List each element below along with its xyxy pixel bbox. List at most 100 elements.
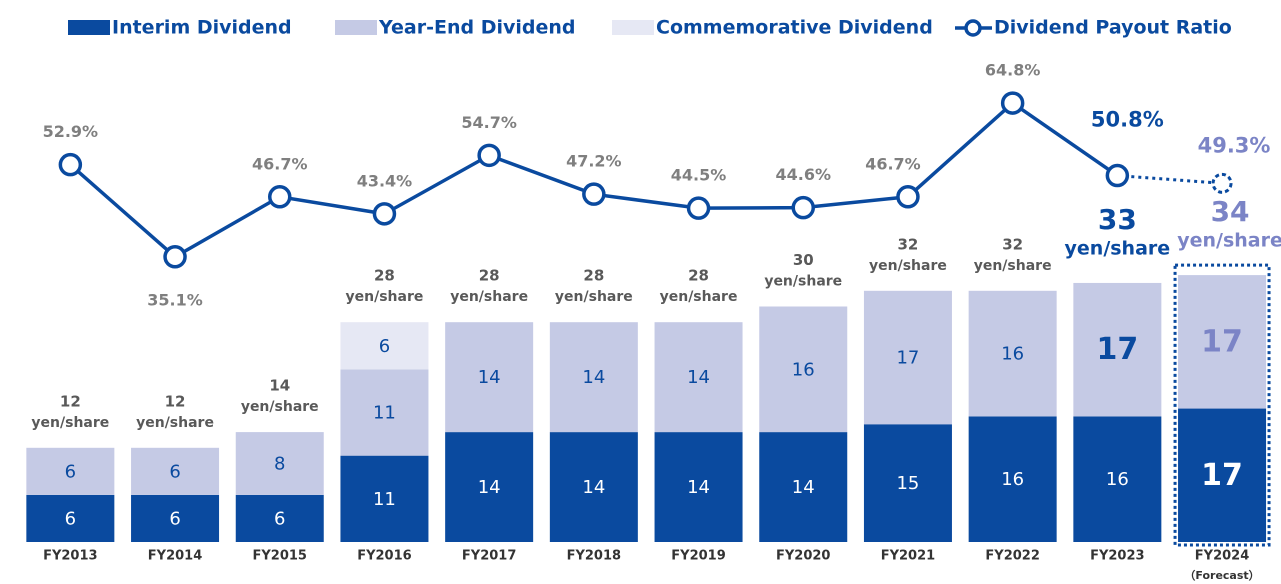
legend-swatch	[335, 20, 377, 35]
line-marker	[477, 143, 501, 168]
total-label: 32	[1002, 235, 1023, 253]
bar-value-label: 16	[1001, 344, 1024, 365]
bar-value-label: 17	[1201, 458, 1243, 493]
total-unit: yen/share	[974, 258, 1052, 274]
bar-segment	[654, 322, 743, 433]
bar-segment	[549, 432, 638, 542]
x-tick-label: FY2021	[881, 549, 935, 564]
bar-value-label: 6	[379, 336, 390, 357]
total-unit: yen/share	[1065, 237, 1171, 259]
bar-value-label: 11	[373, 402, 396, 423]
bar-segment	[1073, 282, 1162, 417]
forecast-outline	[1173, 263, 1271, 547]
total-unit: yen/share	[136, 415, 214, 431]
forecast-label: （Forecast）	[1184, 569, 1259, 582]
bar-value-label: 15	[896, 473, 919, 494]
line-marker	[163, 245, 187, 269]
legend-label: Commemorative Dividend	[656, 17, 933, 39]
bar-value-label: 11	[373, 489, 396, 510]
total-label: 30	[793, 251, 814, 269]
bar-value-label: 16	[1106, 469, 1129, 490]
x-tick-label: FY2019	[671, 549, 725, 564]
line-value-label: 54.7%	[461, 113, 517, 132]
bar-value-label: 14	[687, 367, 710, 388]
bar-segment	[131, 447, 220, 495]
total-unit: yen/share	[31, 415, 109, 431]
bar-segment	[340, 322, 429, 370]
x-tick-label: FY2017	[462, 549, 516, 564]
bar-value-label: 16	[1001, 469, 1024, 490]
bar-value-label: 14	[582, 477, 605, 498]
line-value-label: 49.3%	[1198, 133, 1271, 157]
bar-segment	[968, 290, 1057, 417]
forecast-line	[1117, 174, 1223, 185]
x-tick-label: FY2014	[148, 549, 202, 564]
total-label: 14	[269, 377, 290, 395]
total-unit: yen/share	[555, 289, 633, 305]
bar-segment	[759, 432, 848, 542]
line-value-label: 46.7%	[865, 154, 921, 173]
total-unit: yen/share	[346, 289, 424, 305]
bar-value-label: 6	[65, 461, 76, 482]
bar-segment	[235, 494, 324, 542]
bar-segment	[445, 432, 534, 542]
bar-segment	[445, 322, 534, 433]
line-marker	[791, 195, 815, 220]
line-marker	[1211, 172, 1233, 194]
bar-value-label: 6	[169, 508, 180, 529]
total-label: 32	[898, 235, 919, 253]
total-label: 28	[583, 267, 604, 285]
line-value-label: 46.7%	[252, 154, 308, 173]
x-tick-label: FY2018	[567, 549, 621, 564]
total-unit: yen/share	[660, 289, 738, 305]
legend-label: Year-End Dividend	[378, 17, 576, 39]
total-label: 34	[1211, 195, 1250, 228]
line-value-label: 64.8%	[985, 61, 1041, 80]
bar-segment	[863, 424, 952, 542]
total-unit: yen/share	[450, 289, 528, 305]
bar-value-label: 17	[896, 348, 919, 369]
line-value-label: 44.5%	[671, 166, 727, 185]
legend-label: Dividend Payout Ratio	[994, 17, 1232, 39]
bar-value-label: 17	[1096, 332, 1138, 367]
bar-value-label: 14	[687, 477, 710, 498]
bar-value-label: 14	[478, 477, 501, 498]
line-marker	[582, 182, 606, 206]
x-tick-label: FY2015	[253, 549, 307, 564]
bar-segment	[1073, 416, 1162, 542]
line-value-label: 44.6%	[775, 165, 831, 184]
line-marker	[372, 202, 397, 226]
bar-segment	[131, 494, 220, 542]
bar-segment	[26, 447, 115, 495]
total-label: 28	[688, 267, 709, 285]
line-marker	[896, 185, 920, 209]
bar-value-label: 16	[792, 359, 815, 380]
bar-segment	[1178, 275, 1267, 409]
bar-value-label: 6	[169, 461, 180, 482]
bar-segment	[235, 432, 324, 495]
line-marker	[686, 196, 711, 220]
line-marker	[268, 185, 292, 209]
bar-value-label: 6	[65, 508, 76, 529]
bar-segment	[340, 369, 429, 456]
line-value-label: 47.2%	[566, 152, 622, 171]
line-marker	[58, 152, 83, 177]
total-label: 12	[165, 392, 186, 410]
bar-value-label: 17	[1201, 324, 1243, 359]
x-tick-label: FY2013	[43, 549, 97, 564]
bar-segment	[1178, 408, 1267, 542]
legend-label: Interim Dividend	[112, 17, 292, 39]
bar-segment	[549, 322, 638, 433]
legend-swatch	[68, 20, 110, 35]
legend-marker	[964, 19, 982, 37]
bar-segment	[968, 416, 1057, 542]
bar-segment	[863, 290, 952, 425]
bar-value-label: 6	[274, 508, 285, 529]
bar-value-label: 14	[792, 477, 815, 498]
bar-segment	[759, 306, 848, 433]
total-label: 12	[60, 392, 81, 410]
total-unit: yen/share	[1177, 230, 1281, 252]
line-value-label: 50.8%	[1091, 108, 1164, 132]
line-value-label: 43.4%	[357, 171, 413, 190]
bar-segment	[340, 455, 429, 542]
